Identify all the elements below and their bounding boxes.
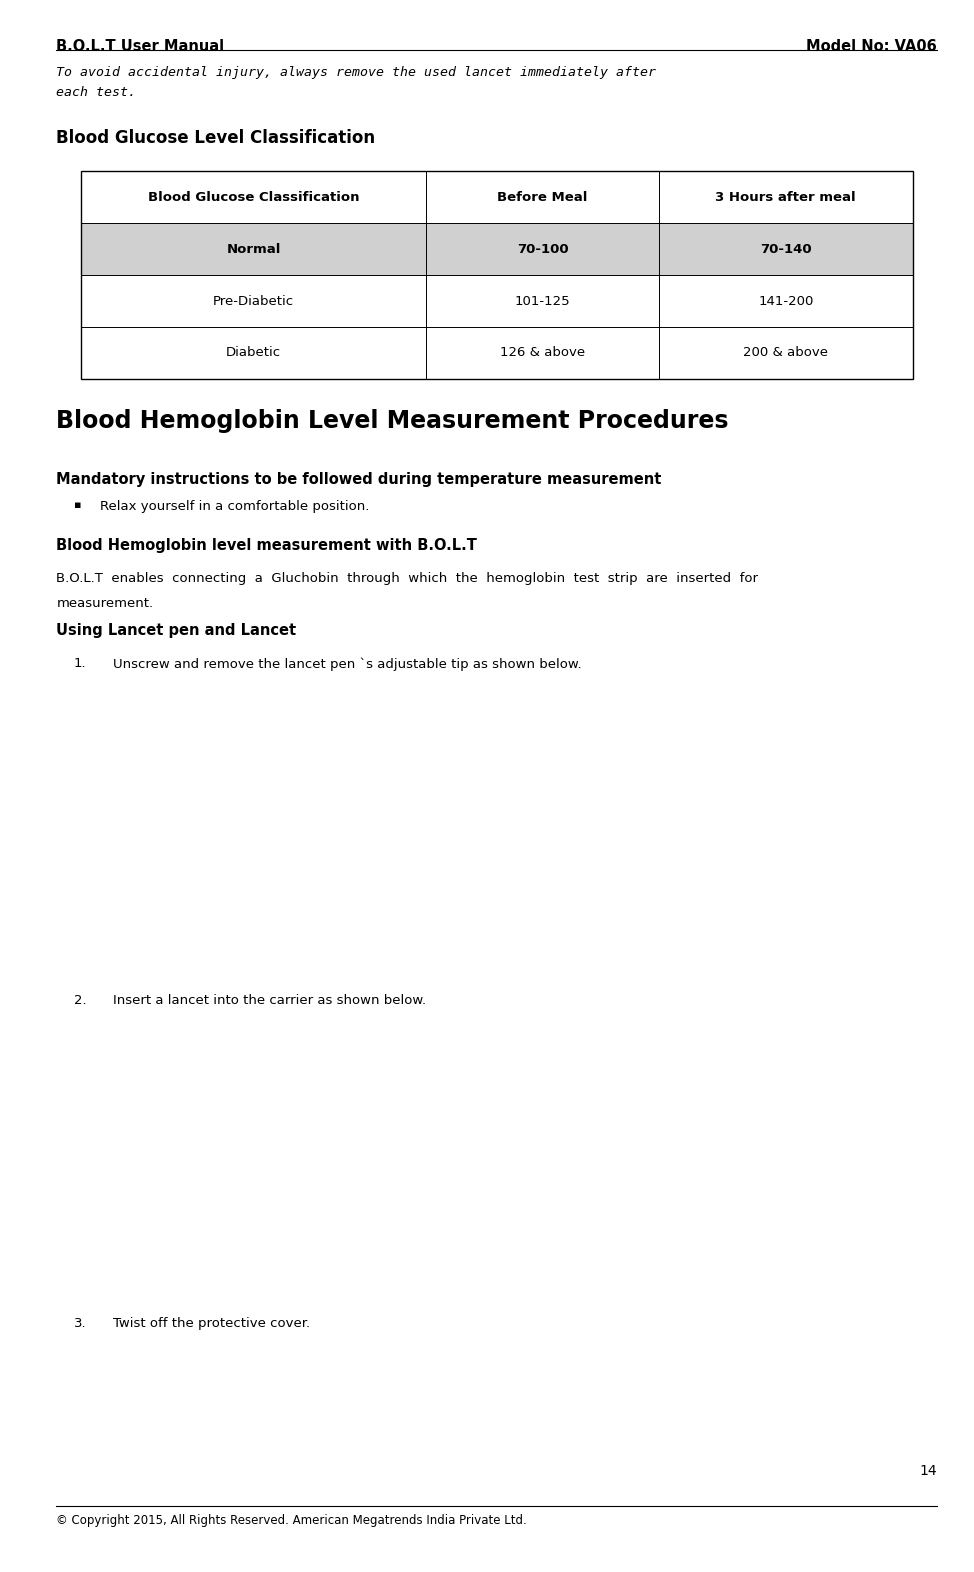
Text: Twist off the protective cover.: Twist off the protective cover. xyxy=(113,1317,310,1330)
Text: 70-140: 70-140 xyxy=(760,242,811,256)
Text: © Copyright 2015, All Rights Reserved. American Megatrends India Private Ltd.: © Copyright 2015, All Rights Reserved. A… xyxy=(56,1514,527,1526)
Text: Pre-Diabetic: Pre-Diabetic xyxy=(213,294,294,308)
Text: Blood Hemoglobin level measurement with B.O.L.T: Blood Hemoglobin level measurement with … xyxy=(56,538,477,553)
Text: Relax yourself in a comfortable position.: Relax yourself in a comfortable position… xyxy=(100,500,370,512)
Text: 14: 14 xyxy=(919,1464,937,1478)
Bar xyxy=(81,171,913,379)
Text: Unscrew and remove the lancet pen `s adjustable tip as shown below.: Unscrew and remove the lancet pen `s adj… xyxy=(113,657,581,671)
Bar xyxy=(81,275,913,327)
Text: Blood Glucose Level Classification: Blood Glucose Level Classification xyxy=(56,129,376,146)
Bar xyxy=(81,171,913,223)
Text: Mandatory instructions to be followed during temperature measurement: Mandatory instructions to be followed du… xyxy=(56,472,662,487)
Text: Blood Hemoglobin Level Measurement Procedures: Blood Hemoglobin Level Measurement Proce… xyxy=(56,409,729,432)
Text: Blood Glucose Classification: Blood Glucose Classification xyxy=(148,190,359,204)
Text: 2.: 2. xyxy=(74,994,87,1006)
Text: Insert a lancet into the carrier as shown below.: Insert a lancet into the carrier as show… xyxy=(113,994,426,1006)
Text: 70-100: 70-100 xyxy=(516,242,568,256)
Text: To avoid accidental injury, always remove the used lancet immediately after: To avoid accidental injury, always remov… xyxy=(56,66,656,79)
Text: B.O.L.T User Manual: B.O.L.T User Manual xyxy=(56,38,225,53)
Bar xyxy=(81,327,913,379)
Text: 101-125: 101-125 xyxy=(514,294,571,308)
Text: 1.: 1. xyxy=(74,657,87,670)
Text: 200 & above: 200 & above xyxy=(743,346,828,360)
Text: 3 Hours after meal: 3 Hours after meal xyxy=(716,190,856,204)
Text: Using Lancet pen and Lancet: Using Lancet pen and Lancet xyxy=(56,623,297,638)
Text: Before Meal: Before Meal xyxy=(498,190,587,204)
Text: 141-200: 141-200 xyxy=(758,294,813,308)
Text: each test.: each test. xyxy=(56,86,136,99)
Text: measurement.: measurement. xyxy=(56,597,154,610)
Text: Model No: VA06: Model No: VA06 xyxy=(806,38,937,53)
Text: Normal: Normal xyxy=(226,242,281,256)
Text: 3.: 3. xyxy=(74,1317,87,1330)
Text: Diabetic: Diabetic xyxy=(226,346,281,360)
Text: B.O.L.T  enables  connecting  a  Gluchobin  through  which  the  hemoglobin  tes: B.O.L.T enables connecting a Gluchobin t… xyxy=(56,572,759,585)
Bar xyxy=(81,223,913,275)
Text: 126 & above: 126 & above xyxy=(500,346,585,360)
Text: ▪: ▪ xyxy=(74,500,82,509)
